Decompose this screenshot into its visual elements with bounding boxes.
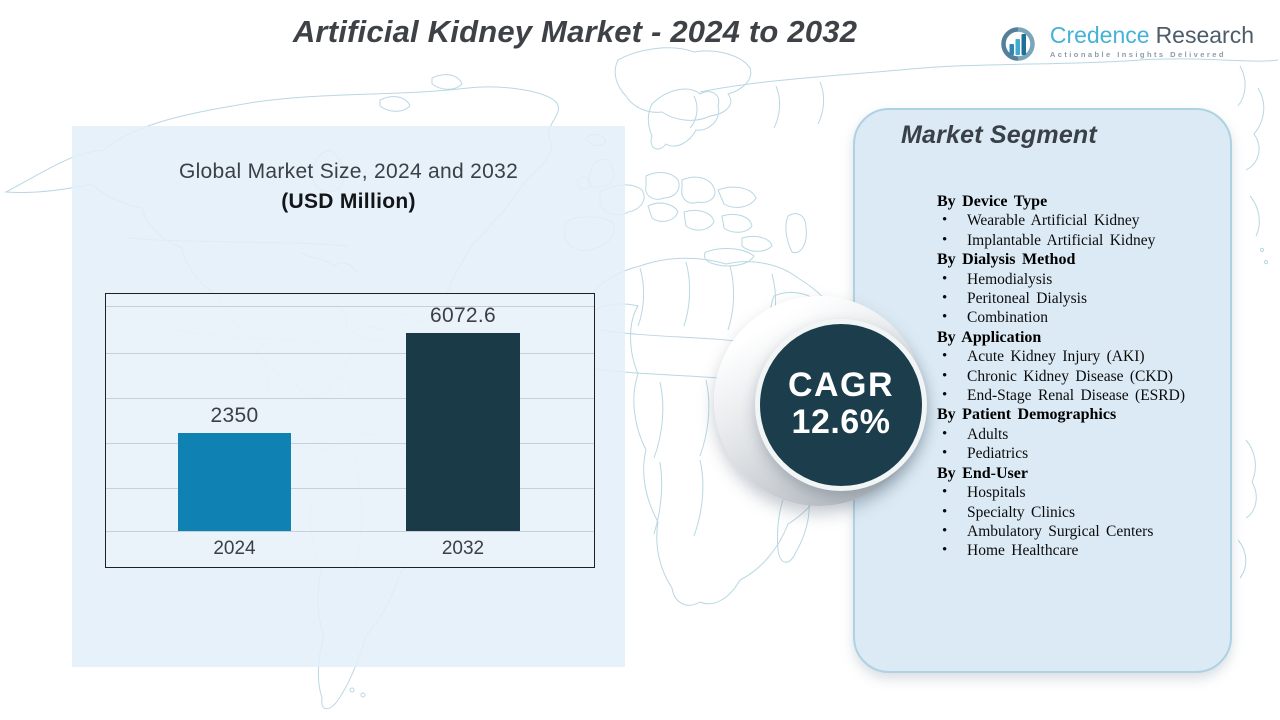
gridline bbox=[106, 306, 594, 307]
segment-item: Acute Kidney Injury (AKI) bbox=[937, 347, 1216, 367]
bar-2032 bbox=[406, 333, 520, 531]
segment-heading: By Patient Demographics bbox=[937, 406, 1117, 424]
market-segment-title: Market Segment bbox=[901, 121, 1097, 149]
cagr-badge: CAGR 12.6% bbox=[755, 319, 927, 491]
segment-heading: By Device Type bbox=[937, 193, 1048, 210]
segment-item: Home Healthcare bbox=[937, 541, 1216, 561]
bar-2024 bbox=[178, 433, 291, 531]
x-axis-label-2024: 2024 bbox=[213, 538, 256, 559]
bar-value-label-2024: 2350 bbox=[210, 404, 259, 427]
segment-item: Combination bbox=[937, 308, 1216, 328]
segment-heading: By Application bbox=[937, 328, 1042, 346]
segment-item: End-Stage Renal Disease (ESRD) bbox=[937, 386, 1216, 406]
segment-item: Adults bbox=[937, 425, 1216, 445]
bar-value-label-2032: 6072.6 bbox=[429, 304, 497, 327]
segment-item: Ambulatory Surgical Centers bbox=[937, 522, 1216, 542]
logo-brand-name: Credence Research bbox=[1049, 22, 1254, 48]
chart-title: Global Market Size, 2024 and 2032 bbox=[178, 160, 519, 183]
segment-item: Wearable Artificial Kidney bbox=[937, 211, 1216, 231]
bar-chart: 2350 6072.6 2024 2032 bbox=[105, 293, 595, 568]
segment-item: Hemodialysis bbox=[937, 270, 1216, 290]
market-segment-list: By Device Type Wearable Artificial Kidne… bbox=[937, 192, 1216, 561]
segment-item: Implantable Artificial Kidney bbox=[937, 231, 1216, 251]
page-title: Artificial Kidney Market - 2024 to 2032 bbox=[292, 14, 858, 49]
baseline-gridline bbox=[106, 531, 594, 532]
segment-item: Specialty Clinics bbox=[937, 503, 1216, 523]
cagr-value: 12.6% bbox=[791, 403, 891, 442]
logo-tagline: Actionable Insights Delivered bbox=[1049, 50, 1226, 59]
gridline bbox=[106, 398, 594, 399]
segment-item: Pediatrics bbox=[937, 444, 1216, 464]
segment-heading: By End-User bbox=[937, 464, 1028, 482]
credence-research-logo: Credence Research Actionable Insights Del… bbox=[997, 22, 1254, 71]
gridline bbox=[106, 443, 594, 444]
cagr-label: CAGR bbox=[787, 365, 895, 404]
segment-item: Peritoneal Dialysis bbox=[937, 289, 1216, 309]
segment-heading: By Dialysis Method bbox=[937, 251, 1076, 269]
gridline bbox=[106, 488, 594, 489]
segment-item: Chronic Kidney Disease (CKD) bbox=[937, 367, 1216, 387]
gridline bbox=[106, 353, 594, 354]
x-axis-label-2032: 2032 bbox=[441, 538, 485, 559]
bar-group-2032: 6072.6 bbox=[406, 294, 520, 531]
logo-chart-icon bbox=[997, 22, 1043, 71]
bar-group-2024: 2350 bbox=[178, 294, 291, 531]
chart-panel: Global Market Size, 2024 and 2032 (USD M… bbox=[72, 126, 625, 667]
segment-item: Hospitals bbox=[937, 483, 1216, 503]
chart-subtitle: (USD Million) bbox=[281, 190, 416, 213]
